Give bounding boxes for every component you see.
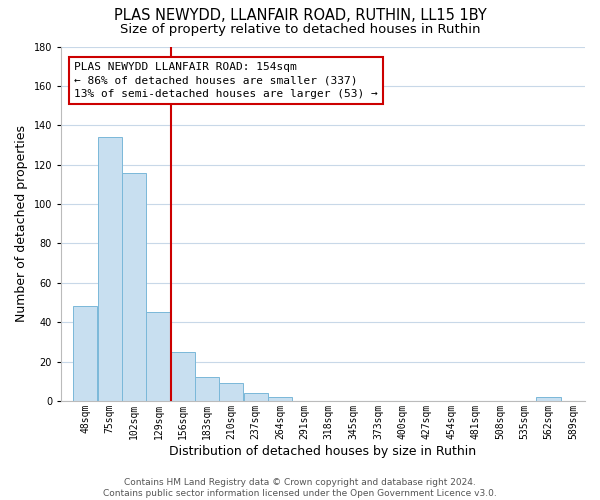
Bar	[122, 172, 146, 401]
Bar	[268, 397, 292, 401]
Bar	[536, 397, 560, 401]
X-axis label: Distribution of detached houses by size in Ruthin: Distribution of detached houses by size …	[169, 444, 476, 458]
Text: Contains HM Land Registry data © Crown copyright and database right 2024.
Contai: Contains HM Land Registry data © Crown c…	[103, 478, 497, 498]
Text: PLAS NEWYDD, LLANFAIR ROAD, RUTHIN, LL15 1BY: PLAS NEWYDD, LLANFAIR ROAD, RUTHIN, LL15…	[113, 8, 487, 22]
Bar	[73, 306, 97, 401]
Bar	[244, 393, 268, 401]
Bar	[98, 137, 122, 401]
Text: Size of property relative to detached houses in Ruthin: Size of property relative to detached ho…	[120, 22, 480, 36]
Bar	[220, 383, 244, 401]
Bar	[170, 352, 195, 401]
Bar	[195, 378, 219, 401]
Y-axis label: Number of detached properties: Number of detached properties	[15, 125, 28, 322]
Text: PLAS NEWYDD LLANFAIR ROAD: 154sqm
← 86% of detached houses are smaller (337)
13%: PLAS NEWYDD LLANFAIR ROAD: 154sqm ← 86% …	[74, 62, 378, 98]
Bar	[146, 312, 170, 401]
